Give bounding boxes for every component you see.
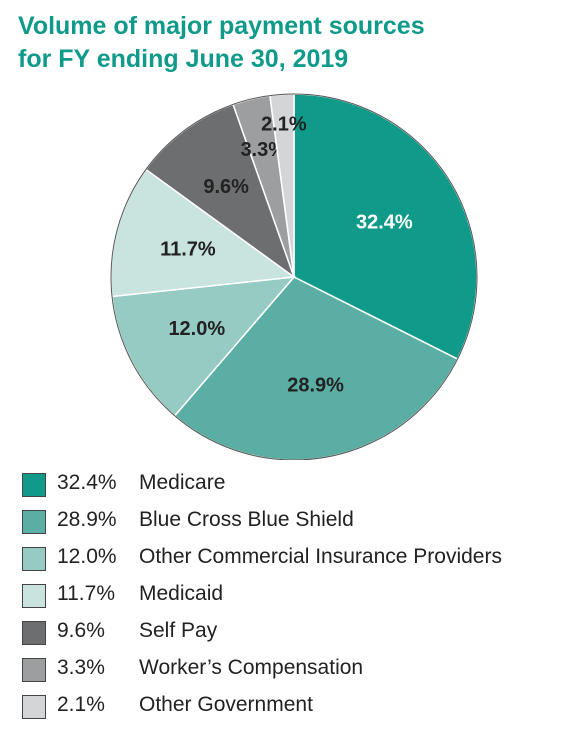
legend-label: Medicare: [139, 471, 226, 494]
legend-label: Medicaid: [139, 582, 224, 605]
legend-label: Blue Cross Blue Shield: [139, 508, 354, 531]
legend-label: Other Government: [139, 693, 313, 716]
legend-percent: 9.6%: [57, 619, 105, 642]
chart-title: Volume of major payment sources for FY e…: [18, 10, 578, 76]
legend-percent: 11.7%: [57, 582, 115, 605]
legend-label: Worker’s Compensation: [139, 656, 364, 679]
legend-percent: 12.0%: [57, 545, 117, 568]
pie-label-workers-compensation: 3.3%: [240, 139, 286, 161]
pie-label-self-pay: 9.6%: [203, 176, 249, 198]
chart-title-line-2: for FY ending June 30, 2019: [18, 45, 349, 73]
legend-item-medicare: 32.4% Medicare: [22, 468, 578, 505]
chart-title-line-1: Volume of major payment sources: [18, 12, 425, 40]
legend-percent: 28.9%: [57, 508, 117, 531]
legend-label: Other Commercial Insurance Providers: [139, 545, 502, 568]
pie-chart: 32.4% 28.9% 12.0% 11.7% 9.6% 3.3% 2.1%: [110, 93, 478, 460]
chart-legend: 32.4% Medicare 28.9% Blue Cross Blue Shield…: [22, 468, 578, 727]
legend-swatch: [22, 473, 46, 497]
legend-swatch: [22, 621, 46, 645]
legend-item-medicaid: 11.7% Medicaid: [22, 579, 578, 616]
pie-label-blue-cross-blue-shield: 28.9%: [287, 375, 344, 397]
pie-label-medicare: 32.4%: [356, 211, 413, 233]
legend-percent: 3.3%: [57, 656, 105, 679]
legend-swatch: [22, 695, 46, 719]
legend-item-blue-cross-blue-shield: 28.9% Blue Cross Blue Shield: [22, 505, 578, 542]
legend-item-other-commercial: 12.0% Other Commercial Insurance Provider…: [22, 542, 578, 579]
pie-label-other-government: 2.1%: [261, 114, 307, 136]
legend-item-workers-compensation: 3.3% Worker’s Compensation: [22, 653, 578, 690]
legend-percent: 2.1%: [57, 693, 105, 716]
pie-label-other-commercial: 12.0%: [168, 318, 225, 340]
pie-label-medicaid: 11.7%: [160, 239, 216, 261]
legend-swatch: [22, 510, 46, 534]
legend-item-self-pay: 9.6% Self Pay: [22, 616, 578, 653]
legend-item-other-government: 2.1% Other Government: [22, 690, 578, 727]
legend-swatch: [22, 584, 46, 608]
legend-swatch: [22, 547, 46, 571]
pie-outline: [110, 93, 478, 460]
legend-label: Self Pay: [139, 619, 218, 642]
legend-swatch: [22, 658, 46, 682]
legend-percent: 32.4%: [57, 471, 117, 494]
